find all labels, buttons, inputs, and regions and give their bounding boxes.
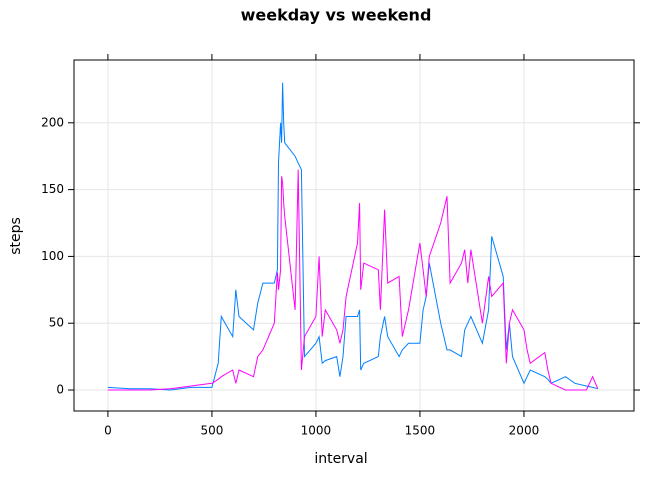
y-tick-label: 150 xyxy=(41,182,64,196)
x-tick-label: 500 xyxy=(200,424,223,438)
x-tick-label: 1000 xyxy=(301,424,332,438)
x-tick-label: 1500 xyxy=(405,424,436,438)
x-tick-label: 2000 xyxy=(509,424,540,438)
y-tick-label: 50 xyxy=(49,316,64,330)
x-axis-label: interval xyxy=(314,451,367,467)
y-axis-label: steps xyxy=(8,217,24,255)
y-tick-label: 200 xyxy=(41,115,64,129)
y-tick-label: 0 xyxy=(56,383,64,397)
series-line xyxy=(107,169,599,391)
y-tick-label: 100 xyxy=(41,249,64,263)
chart-title: weekday vs weekend xyxy=(241,6,432,25)
plot-frame xyxy=(73,59,635,412)
x-tick-label: 0 xyxy=(104,424,112,438)
